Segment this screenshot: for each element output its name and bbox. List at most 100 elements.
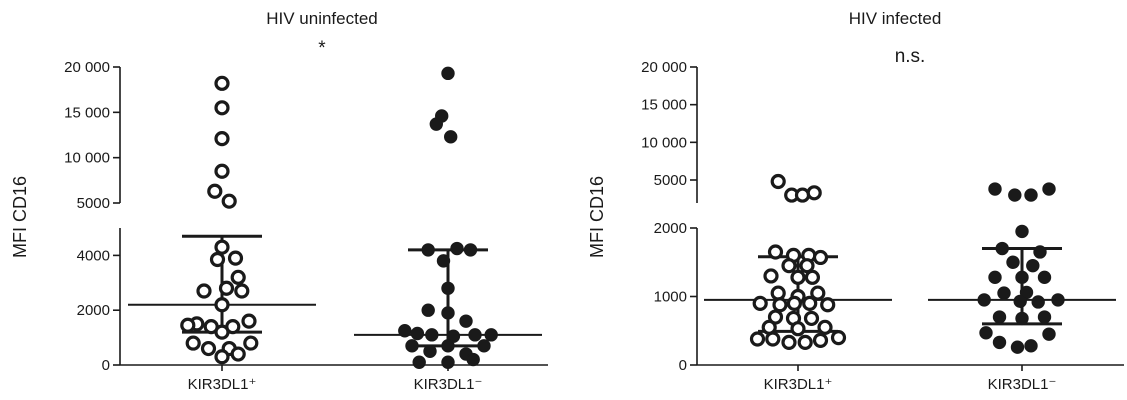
y-tick-label: 20 000	[64, 59, 110, 76]
data-point	[234, 283, 250, 299]
data-point	[781, 334, 797, 350]
data-point	[214, 349, 230, 365]
y-tick-label: 15 000	[641, 97, 687, 114]
data-point	[218, 280, 235, 296]
data-point	[997, 286, 1011, 300]
data-point	[398, 324, 412, 338]
data-point	[209, 251, 226, 268]
data-point	[410, 326, 425, 341]
data-point	[770, 285, 786, 301]
data-point	[207, 183, 223, 199]
data-point	[803, 310, 820, 327]
data-point	[786, 295, 803, 311]
y-tick-label: 2000	[77, 302, 110, 319]
x-tick-label: KIR3DL1⁺	[188, 376, 257, 393]
data-point	[180, 317, 196, 333]
data-point	[214, 324, 230, 340]
x-tick-label: KIR3DL1⁻	[988, 376, 1057, 393]
data-point	[1051, 293, 1065, 307]
data-point	[812, 249, 829, 266]
data-point	[1042, 327, 1056, 341]
data-point	[749, 331, 766, 347]
data-point	[214, 239, 230, 255]
data-point	[477, 339, 491, 353]
data-point	[214, 75, 230, 91]
data-point	[214, 131, 230, 147]
y-tick-label: 10 000	[64, 150, 110, 167]
data-point	[221, 193, 237, 209]
data-point	[412, 355, 426, 369]
data-point	[810, 285, 826, 301]
data-point	[830, 330, 847, 346]
y-tick-label: 10 000	[641, 134, 687, 151]
panel-hiv-uninfected: HIV uninfected * MFI CD16 KIR3DL1⁺ KIR3D…	[10, 9, 548, 393]
data-point	[781, 258, 797, 274]
data-point	[466, 352, 480, 367]
x-tick-label: KIR3DL1⁻	[414, 376, 483, 393]
y-axis-label: MFI CD16	[10, 176, 30, 258]
data-point	[988, 270, 1002, 285]
data-point	[1024, 339, 1038, 353]
data-point	[820, 297, 836, 313]
data-point	[1010, 340, 1025, 354]
data-point	[1037, 310, 1052, 324]
data-point	[995, 241, 1009, 256]
data-point	[425, 328, 439, 342]
data-point	[1015, 270, 1029, 285]
data-point	[752, 295, 768, 311]
data-point	[806, 185, 822, 201]
data-point	[770, 173, 786, 190]
data-point	[196, 283, 212, 299]
y-tick-label: 2000	[654, 220, 687, 237]
data-point	[214, 163, 230, 179]
data-point	[421, 303, 435, 317]
data-point	[799, 258, 815, 274]
y-tick-label: 4000	[77, 247, 110, 264]
y-tick-label: 5000	[77, 195, 110, 212]
data-point	[230, 346, 246, 362]
data-point	[1042, 182, 1056, 196]
data-point	[992, 335, 1007, 350]
data-point	[241, 313, 257, 329]
data-point	[988, 182, 1002, 196]
data-point	[421, 243, 435, 257]
data-point	[1015, 224, 1029, 239]
data-point	[441, 355, 455, 369]
y-tick-label: 0	[102, 357, 110, 374]
data-point	[1026, 258, 1040, 273]
data-point	[441, 66, 455, 81]
data-point	[243, 335, 259, 351]
data-point	[436, 254, 451, 268]
data-point	[429, 117, 443, 131]
data-point	[227, 250, 244, 266]
data-point	[1006, 255, 1020, 269]
data-point	[797, 334, 813, 350]
y-tick-label: 0	[679, 357, 687, 374]
data-point	[790, 321, 806, 337]
data-point	[441, 306, 455, 320]
data-point	[767, 309, 784, 325]
data-point	[763, 268, 779, 284]
y-tick-label: 15 000	[64, 104, 110, 121]
data-point	[463, 243, 478, 257]
data-point	[812, 332, 829, 348]
data-point	[1013, 294, 1027, 308]
data-point	[441, 339, 455, 353]
data-point	[790, 269, 806, 285]
data-point	[765, 331, 781, 347]
y-tick-label: 1000	[654, 289, 687, 306]
y-axis-label: MFI CD16	[587, 176, 607, 258]
data-point	[802, 295, 818, 311]
data-point	[804, 269, 821, 285]
data-point	[992, 310, 1007, 324]
data-point	[484, 328, 498, 342]
data-point	[405, 339, 419, 353]
panel-hiv-infected: HIV infected n.s. MFI CD16 KIR3DL1⁺ KIR3…	[587, 9, 1124, 393]
x-tick-label: KIR3DL1⁺	[764, 376, 833, 393]
data-point	[214, 100, 230, 116]
data-point	[185, 335, 201, 351]
data-point	[979, 326, 993, 340]
data-point	[817, 319, 833, 335]
significance-label: *	[318, 38, 326, 59]
